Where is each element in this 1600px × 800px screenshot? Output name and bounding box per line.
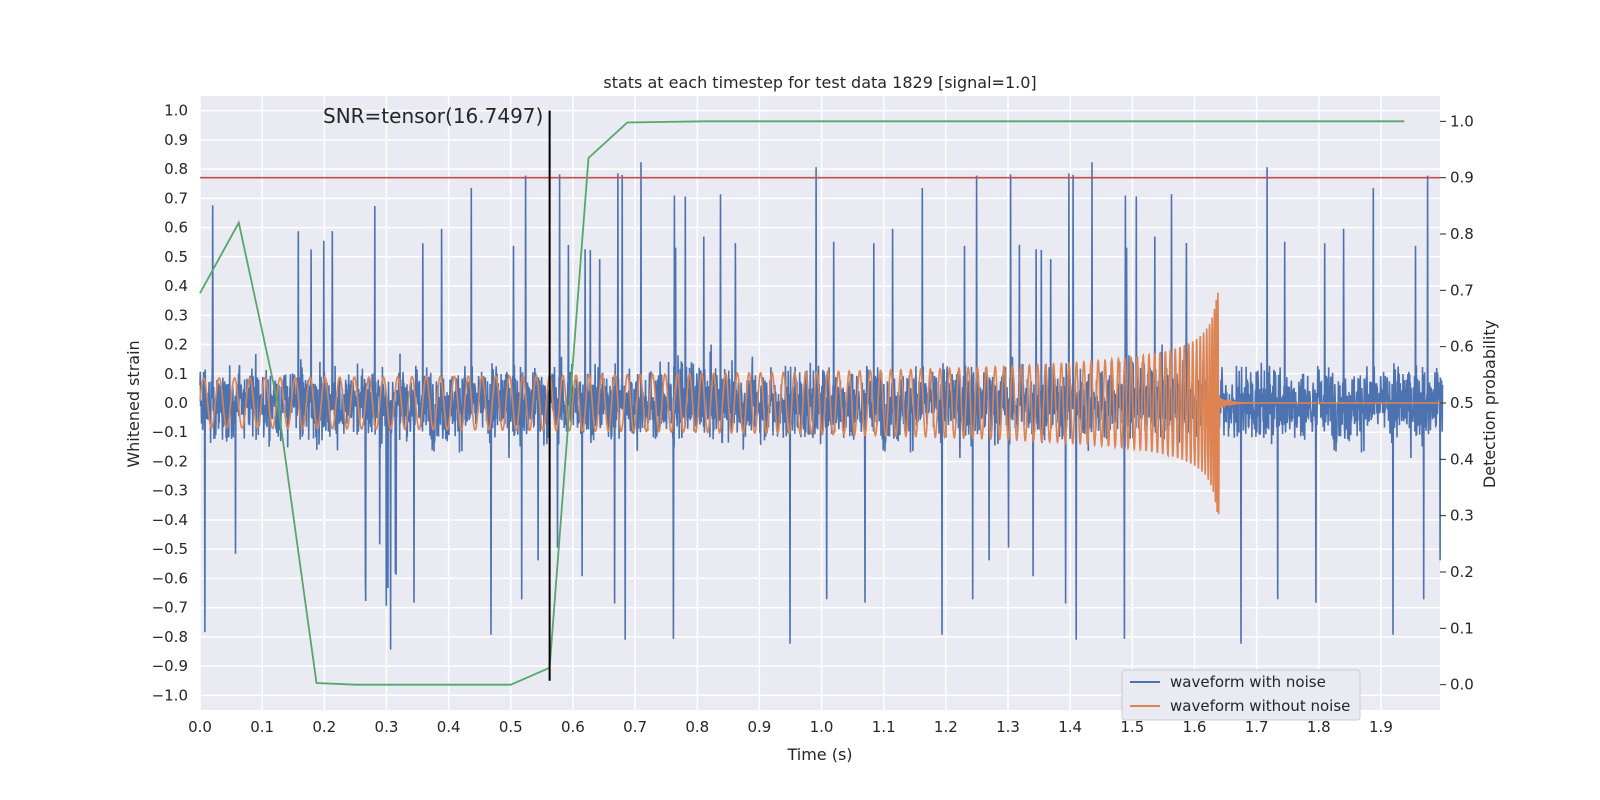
x-tick-label: 0.2: [312, 718, 336, 736]
y-tick-label: −1.0: [152, 686, 188, 704]
y-tick-label: −0.5: [152, 540, 188, 558]
legend: waveform with noise waveform without noi…: [1121, 669, 1361, 721]
y-tick-label: 0.2: [164, 336, 188, 354]
y-tick-label: −0.2: [152, 452, 188, 470]
legend-label-clean: waveform without noise: [1170, 697, 1350, 715]
clean-waveform-line: [199, 292, 1443, 515]
x-tick-label: 1.2: [934, 718, 958, 736]
y-tick-label: 0.0: [164, 394, 188, 412]
y2-tick-label: 0.0: [1450, 676, 1474, 694]
x-tick-label: 0.3: [375, 718, 399, 736]
x-axis-label: Time (s): [786, 745, 852, 764]
x-tick-label: 0.1: [250, 718, 274, 736]
y-tick-label: −0.1: [152, 423, 188, 441]
y-tick-label: −0.6: [152, 569, 188, 587]
y-tick-label: 0.4: [164, 277, 188, 295]
x-tick-label: 1.1: [872, 718, 896, 736]
x-tick-label: 0.7: [623, 718, 647, 736]
y2-tick-label: 0.7: [1450, 281, 1474, 299]
y-tick-label: −0.9: [152, 657, 188, 675]
y-tick-label: 0.1: [164, 365, 188, 383]
x-tick-label: 0.0: [188, 718, 212, 736]
y-axis-label: Whitened strain: [124, 340, 143, 467]
x-tick-label: 1.9: [1369, 718, 1393, 736]
y-tick-label: −0.3: [152, 482, 188, 500]
y2-tick-label: 1.0: [1450, 112, 1474, 130]
legend-box: [1121, 669, 1361, 721]
x-tick-label: 1.3: [996, 718, 1020, 736]
y-tick-label: −0.7: [152, 599, 188, 617]
legend-label-noisy: waveform with noise: [1170, 673, 1326, 691]
y-tick-label: 1.0: [164, 102, 188, 120]
y-tick-label: 0.3: [164, 306, 188, 324]
y2-tick-label: 0.3: [1450, 507, 1474, 525]
y2-tick-label: 0.4: [1450, 450, 1474, 468]
y-tick-label: 0.6: [164, 219, 188, 237]
y-tick-label: −0.8: [152, 628, 188, 646]
x-axis-ticks: 0.0 0.1 0.2 0.3 0.4 0.5 0.6 0.7 0.8 0.9 1.0 1.1 1.2 1…: [188, 718, 1393, 736]
y2-tick-label: 0.9: [1450, 169, 1474, 187]
plot-area: [199, 110, 1444, 686]
y-tick-label: 0.8: [164, 160, 188, 178]
y2-tick-label: 0.1: [1450, 619, 1474, 637]
x-tick-label: 1.5: [1120, 718, 1144, 736]
chart-title: stats at each timestep for test data 182…: [603, 73, 1036, 92]
snr-annotation: SNR=tensor(16.7497): [323, 104, 543, 128]
y-tick-label: 0.5: [164, 248, 188, 266]
y-tick-label: 0.7: [164, 189, 188, 207]
y2-tick-label: 0.5: [1450, 394, 1474, 412]
x-tick-label: 1.0: [810, 718, 834, 736]
y2-axis-ticks: 1.0 0.9 0.8 0.7 0.6 0.5 0.4 0.3 0.2 0.1 0.0: [1440, 112, 1474, 694]
x-tick-label: 1.4: [1058, 718, 1082, 736]
x-tick-label: 1.8: [1307, 718, 1331, 736]
x-tick-label: 0.5: [499, 718, 523, 736]
y2-tick-label: 0.6: [1450, 338, 1474, 356]
x-tick-label: 0.9: [747, 718, 771, 736]
y2-axis-label: Detection probability: [1480, 320, 1499, 488]
y2-tick-label: 0.8: [1450, 225, 1474, 243]
detection-probability-line: [199, 120, 1405, 686]
y-tick-label: −0.4: [152, 511, 188, 529]
y2-tick-label: 0.2: [1450, 563, 1474, 581]
x-tick-label: 0.4: [437, 718, 461, 736]
x-tick-label: 0.8: [685, 718, 709, 736]
y-tick-label: 0.9: [164, 131, 188, 149]
x-tick-label: 0.6: [561, 718, 585, 736]
x-tick-label: 1.7: [1245, 718, 1269, 736]
x-tick-label: 1.6: [1183, 718, 1207, 736]
y-axis-ticks: 1.0 0.9 0.8 0.7 0.6 0.5 0.4 0.3 0.2 0.1 0.0 −0.1 −0.…: [152, 102, 188, 705]
